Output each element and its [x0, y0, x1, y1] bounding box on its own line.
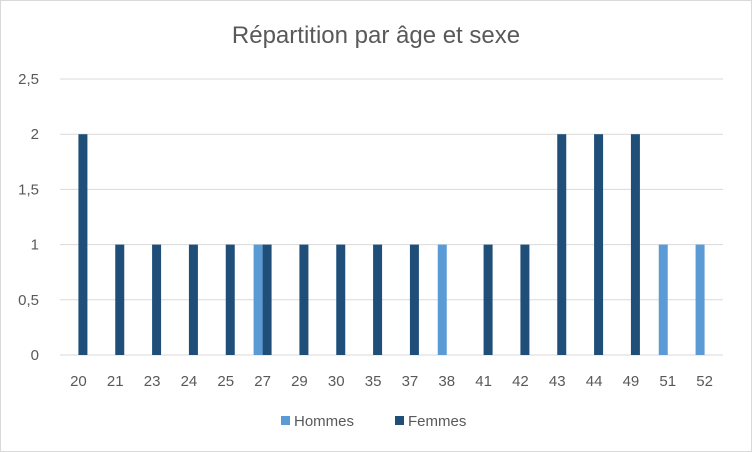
x-axis-ticks: 20 21 23 24 25 27 29 30 35 37 38 41 42 43 44 49 51 52: [70, 373, 713, 390]
x-tick-label: 21: [107, 373, 124, 390]
bar-hommes-51: [658, 244, 668, 355]
bar-femmes-41: [483, 244, 493, 355]
y-tick-label: 1,5: [18, 181, 39, 198]
legend-label-hommes: Hommes: [294, 413, 354, 430]
bar-femmes-29: [299, 244, 309, 355]
bar-femmes-43: [557, 134, 567, 355]
bar-femmes-24: [188, 244, 198, 355]
bar-femmes-21: [115, 244, 125, 355]
x-tick-label: 27: [254, 373, 271, 390]
y-tick-label: 0,5: [18, 292, 39, 309]
x-tick-label: 35: [365, 373, 382, 390]
x-tick-label: 42: [512, 373, 529, 390]
x-tick-label: 30: [328, 373, 345, 390]
x-tick-label: 52: [696, 373, 713, 390]
bar-femmes-30: [336, 244, 346, 355]
legend-swatch-hommes: [281, 416, 290, 425]
bar-femmes-44: [594, 134, 604, 355]
bar-femmes-37: [409, 244, 419, 355]
x-tick-label: 20: [70, 373, 87, 390]
y-tick-label: 2,5: [18, 71, 39, 88]
y-tick-label: 0: [31, 347, 39, 364]
bar-hommes-52: [695, 244, 705, 355]
x-tick-label: 49: [623, 373, 640, 390]
x-tick-label: 38: [438, 373, 455, 390]
x-tick-label: 37: [402, 373, 419, 390]
bar-femmes-25: [225, 244, 235, 355]
bar-femmes-42: [520, 244, 530, 355]
chart-title: Répartition par âge et sexe: [231, 22, 521, 49]
bar-femmes-23: [152, 244, 162, 355]
bars: [78, 134, 705, 355]
bar-femmes-49: [630, 134, 640, 355]
y-tick-label: 2: [31, 126, 39, 143]
legend-swatch-femmes: [395, 416, 404, 425]
x-tick-label: 29: [291, 373, 308, 390]
gridlines: [60, 78, 723, 356]
legend: Hommes Femmes: [281, 413, 466, 430]
bar-femmes-27: [262, 244, 272, 355]
y-axis-ticks: 0 0,5 1 1,5 2 2,5: [18, 71, 39, 364]
y-tick-label: 1: [31, 237, 39, 254]
x-tick-label: 51: [659, 373, 676, 390]
x-tick-label: 23: [144, 373, 161, 390]
legend-label-femmes: Femmes: [408, 413, 466, 430]
x-tick-label: 24: [181, 373, 198, 390]
bar-hommes-38: [437, 244, 447, 355]
x-tick-label: 43: [549, 373, 566, 390]
x-tick-label: 41: [475, 373, 492, 390]
x-tick-label: 25: [217, 373, 234, 390]
bar-femmes-20: [78, 134, 88, 355]
x-tick-label: 44: [586, 373, 603, 390]
bar-femmes-35: [373, 244, 383, 355]
bar-hommes-27: [253, 244, 263, 355]
